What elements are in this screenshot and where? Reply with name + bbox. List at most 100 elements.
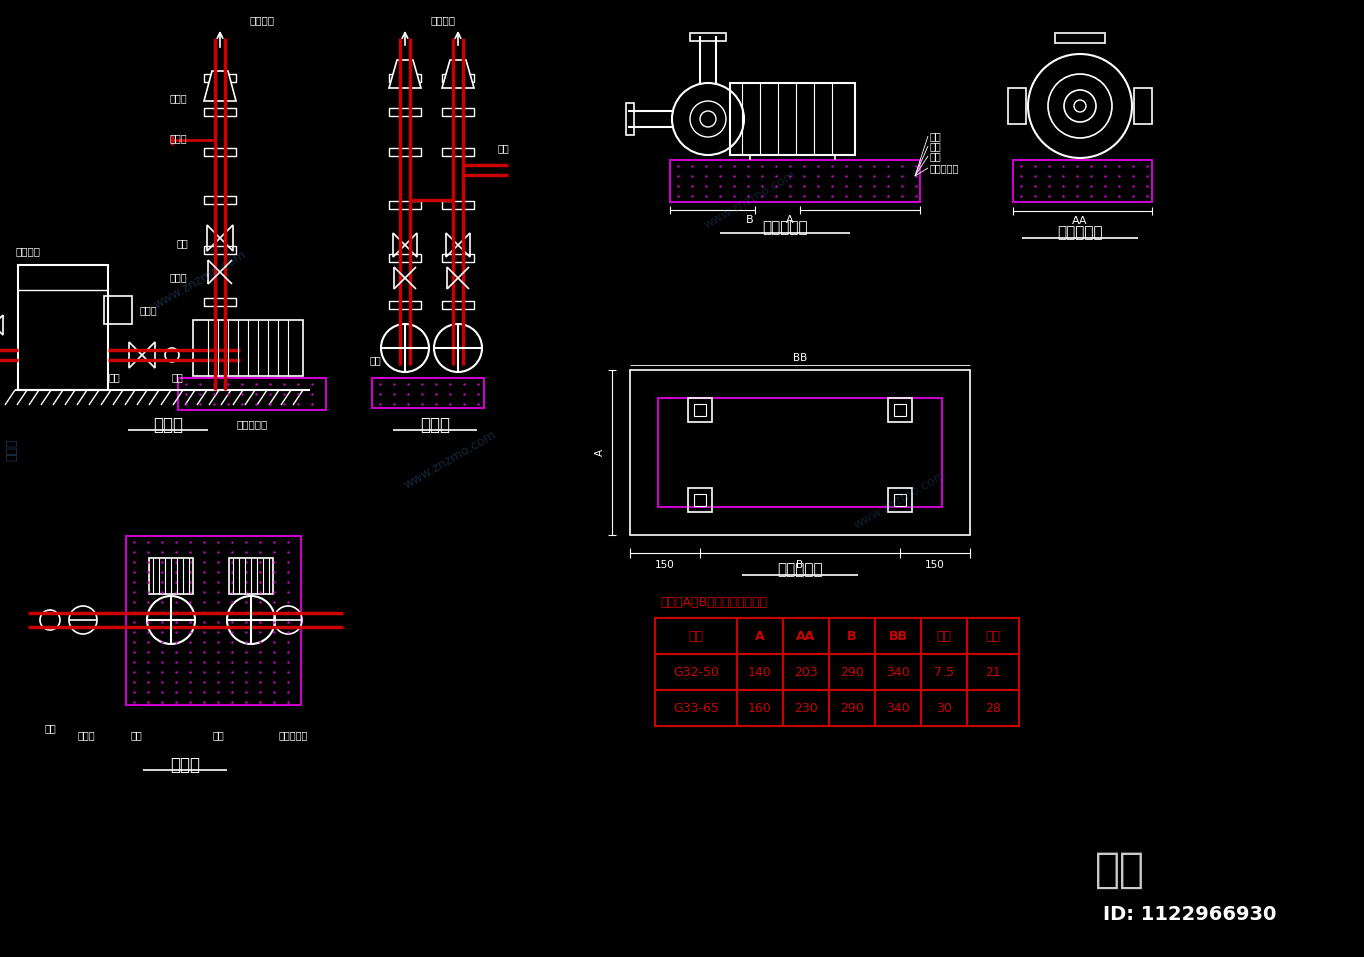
Bar bbox=[687, 488, 712, 512]
Bar bbox=[829, 690, 874, 726]
Bar bbox=[730, 83, 855, 155]
Text: 俧视图: 俧视图 bbox=[170, 756, 201, 774]
Bar bbox=[442, 254, 475, 262]
Bar bbox=[442, 108, 475, 116]
Text: 340: 340 bbox=[887, 665, 910, 679]
Text: 蝶阀: 蝶阀 bbox=[108, 372, 120, 382]
Text: 21: 21 bbox=[985, 665, 1001, 679]
Bar bbox=[967, 690, 1019, 726]
Text: 290: 290 bbox=[840, 665, 863, 679]
Text: 160: 160 bbox=[747, 701, 772, 715]
Text: 混凝土基础: 混凝土基础 bbox=[278, 730, 308, 740]
Text: www.znzmo.com: www.znzmo.com bbox=[401, 428, 499, 492]
Text: 回流管: 回流管 bbox=[169, 133, 187, 143]
Bar bbox=[888, 488, 913, 512]
Bar bbox=[442, 201, 475, 209]
Text: 203: 203 bbox=[794, 665, 818, 679]
Bar bbox=[205, 298, 236, 306]
Text: 球阀: 球阀 bbox=[176, 238, 188, 248]
Bar bbox=[783, 618, 829, 654]
Bar bbox=[888, 398, 913, 422]
Text: 螺母: 螺母 bbox=[930, 141, 941, 151]
Bar bbox=[783, 654, 829, 690]
Text: 蝶阀: 蝶阀 bbox=[130, 730, 142, 740]
Bar bbox=[1133, 88, 1153, 124]
Bar bbox=[694, 494, 707, 506]
Text: 140: 140 bbox=[747, 665, 772, 679]
Text: 三通: 三通 bbox=[44, 723, 56, 733]
Text: A: A bbox=[786, 215, 794, 225]
Bar bbox=[205, 148, 236, 156]
Bar bbox=[1054, 33, 1105, 43]
Bar bbox=[229, 558, 273, 594]
Text: 150: 150 bbox=[655, 560, 675, 570]
Bar bbox=[1013, 160, 1153, 202]
Text: 止回阀: 止回阀 bbox=[169, 272, 187, 282]
Text: 侧视图: 侧视图 bbox=[420, 416, 450, 434]
Text: 基础俧视图: 基础俧视图 bbox=[777, 563, 822, 577]
Bar bbox=[389, 148, 421, 156]
Bar bbox=[205, 108, 236, 116]
Bar bbox=[874, 618, 921, 654]
Bar bbox=[967, 618, 1019, 654]
Text: AA: AA bbox=[1072, 216, 1087, 226]
Text: 引水罐: 引水罐 bbox=[139, 305, 157, 315]
Text: 三通: 三通 bbox=[496, 143, 509, 153]
Text: www.znzmo.com: www.znzmo.com bbox=[851, 468, 948, 532]
Text: A: A bbox=[595, 449, 606, 456]
Bar bbox=[967, 654, 1019, 690]
Text: 基础侧视图: 基础侧视图 bbox=[1057, 226, 1103, 240]
Bar bbox=[389, 201, 421, 209]
Text: 螺栓: 螺栓 bbox=[930, 151, 941, 161]
Bar bbox=[192, 320, 303, 376]
Bar bbox=[874, 654, 921, 690]
Text: 去反应池: 去反应池 bbox=[431, 15, 456, 25]
Bar bbox=[737, 654, 783, 690]
Text: B: B bbox=[797, 560, 803, 570]
Text: 230: 230 bbox=[794, 701, 818, 715]
Text: G32-50: G32-50 bbox=[672, 665, 719, 679]
Bar bbox=[690, 33, 726, 41]
Polygon shape bbox=[205, 71, 236, 101]
Bar bbox=[205, 246, 236, 254]
Text: 知末网: 知末网 bbox=[5, 438, 19, 461]
Text: 扬程: 扬程 bbox=[986, 630, 1001, 642]
Bar bbox=[829, 618, 874, 654]
Text: 混凝土基础: 混凝土基础 bbox=[930, 163, 959, 173]
Text: 流量计: 流量计 bbox=[169, 93, 187, 103]
Bar bbox=[921, 690, 967, 726]
Bar bbox=[389, 301, 421, 309]
Text: 150: 150 bbox=[925, 560, 945, 570]
Bar bbox=[442, 301, 475, 309]
Polygon shape bbox=[389, 60, 421, 88]
Text: B: B bbox=[746, 215, 754, 225]
Bar bbox=[389, 108, 421, 116]
Bar bbox=[687, 398, 712, 422]
Text: 接调节池: 接调节池 bbox=[16, 246, 41, 256]
Bar bbox=[626, 103, 634, 135]
Bar bbox=[829, 654, 874, 690]
Text: 7.5: 7.5 bbox=[934, 665, 953, 679]
Bar bbox=[670, 160, 919, 202]
Bar bbox=[389, 254, 421, 262]
Bar bbox=[442, 148, 475, 156]
Text: 三通: 三通 bbox=[170, 372, 183, 382]
Bar bbox=[205, 74, 236, 82]
Bar bbox=[737, 690, 783, 726]
Text: B: B bbox=[847, 630, 857, 642]
Bar bbox=[783, 690, 829, 726]
Bar bbox=[874, 690, 921, 726]
Text: 知末: 知末 bbox=[1095, 849, 1144, 891]
Bar bbox=[694, 404, 707, 416]
Bar bbox=[737, 618, 783, 654]
Text: 说明：A、B値详见水泵尺寸表: 说明：A、B値详见水泵尺寸表 bbox=[660, 595, 767, 609]
Text: 340: 340 bbox=[887, 701, 910, 715]
Bar bbox=[1008, 88, 1026, 124]
Text: ID: 1122966930: ID: 1122966930 bbox=[1103, 905, 1277, 924]
Bar bbox=[442, 74, 475, 82]
Bar bbox=[893, 494, 906, 506]
Text: BB: BB bbox=[792, 353, 807, 363]
Text: 水泵: 水泵 bbox=[370, 355, 381, 365]
Text: G33-65: G33-65 bbox=[672, 701, 719, 715]
Text: 30: 30 bbox=[936, 701, 952, 715]
